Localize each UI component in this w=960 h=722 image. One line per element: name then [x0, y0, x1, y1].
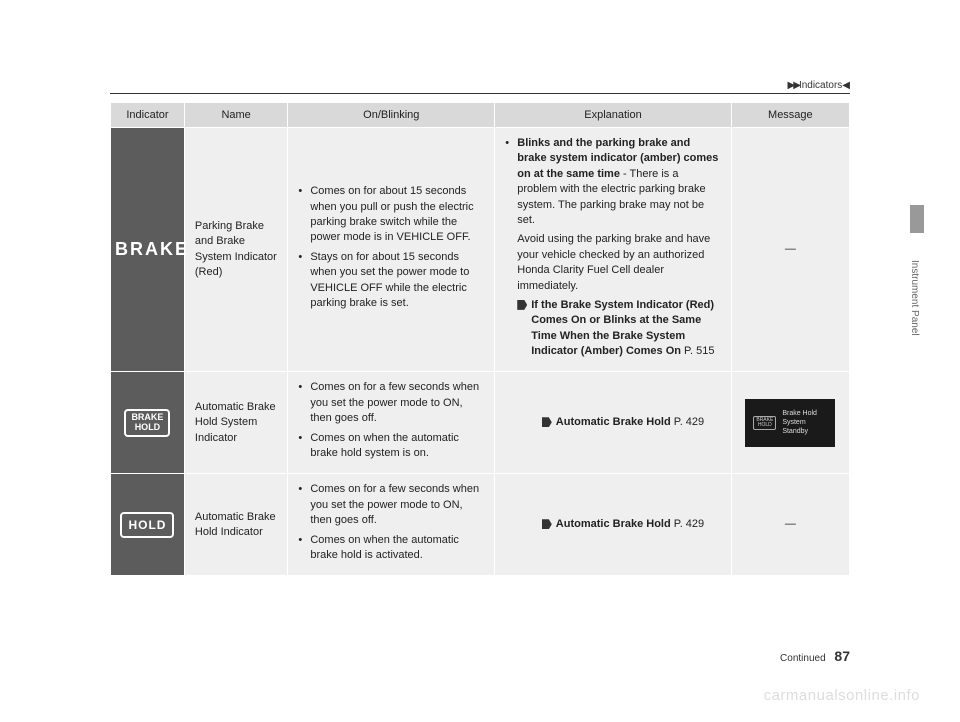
list-item: Comes on when the automatic brake hold s…: [298, 431, 484, 462]
page-header: ▶▶Indicators◀: [110, 80, 850, 94]
on-blinking-cell: Comes on for a few seconds when you set …: [288, 474, 495, 576]
explanation-cell: Blinks and the parking brake and brake s…: [495, 128, 731, 372]
message-cell: —: [731, 128, 849, 372]
header-section-title: Indicators: [799, 80, 842, 91]
header-arrow-icon: ▶▶: [788, 80, 799, 91]
brake-hold-icon: BRAKEHOLD: [124, 409, 170, 437]
list-item: Comes on when the automatic brake hold i…: [298, 533, 484, 564]
column-header: On/Blinking: [288, 103, 495, 128]
explanation-cell: Automatic Brake Hold P. 429: [495, 474, 731, 576]
list-item: Comes on for a few seconds when you set …: [298, 482, 484, 528]
column-header: Name: [184, 103, 287, 128]
list-item: Comes on for about 15 seconds when you p…: [298, 184, 484, 246]
page-footer: Continued 87: [110, 648, 850, 664]
message-cell: —: [731, 474, 849, 576]
table-row: BRAKEParking Brake and Brake System Indi…: [111, 128, 850, 372]
explanation-cell: Automatic Brake Hold P. 429: [495, 372, 731, 474]
continued-label: Continued: [780, 653, 826, 664]
indicator-name: Automatic Brake Hold System Indicator: [184, 372, 287, 474]
indicator-icon-cell: BRAKEHOLD: [111, 372, 185, 474]
table-header-row: IndicatorNameOn/BlinkingExplanationMessa…: [111, 103, 850, 128]
list-item: Stays on for about 15 seconds when you s…: [298, 250, 484, 312]
message-cell: BRAKEHOLD Brake HoldSystemStandby: [731, 372, 849, 474]
message-text: Brake HoldSystemStandby: [782, 409, 817, 436]
table-row: BRAKEHOLD Automatic Brake Hold System Ind…: [111, 372, 850, 474]
on-blinking-cell: Comes on for a few seconds when you set …: [288, 372, 495, 474]
list-item: Blinks and the parking brake and brake s…: [505, 136, 720, 359]
side-section-label: Instrument Panel: [909, 260, 920, 336]
column-header: Indicator: [111, 103, 185, 128]
page-content: ▶▶Indicators◀ IndicatorNameOn/BlinkingEx…: [110, 80, 850, 576]
indicator-icon-cell: BRAKE: [111, 128, 185, 372]
column-header: Message: [731, 103, 849, 128]
page-number: 87: [834, 648, 850, 664]
message-display: BRAKEHOLD Brake HoldSystemStandby: [745, 399, 835, 446]
brake-icon: BRAKE: [115, 237, 180, 262]
column-header: Explanation: [495, 103, 731, 128]
hold-icon: HOLD: [120, 512, 174, 539]
indicators-table: IndicatorNameOn/BlinkingExplanationMessa…: [110, 102, 850, 576]
list-item: Comes on for a few seconds when you set …: [298, 380, 484, 426]
on-blinking-cell: Comes on for about 15 seconds when you p…: [288, 128, 495, 372]
indicator-icon-cell: HOLD: [111, 474, 185, 576]
brake-hold-mini-icon: BRAKEHOLD: [753, 416, 776, 430]
indicator-name: Parking Brake and Brake System Indicator…: [184, 128, 287, 372]
section-tab: [910, 205, 924, 233]
indicator-name: Automatic Brake Hold Indicator: [184, 474, 287, 576]
header-trail-arrow-icon: ◀: [842, 80, 850, 91]
table-row: HOLDAutomatic Brake Hold IndicatorComes …: [111, 474, 850, 576]
watermark: carmanualsonline.info: [764, 687, 920, 704]
